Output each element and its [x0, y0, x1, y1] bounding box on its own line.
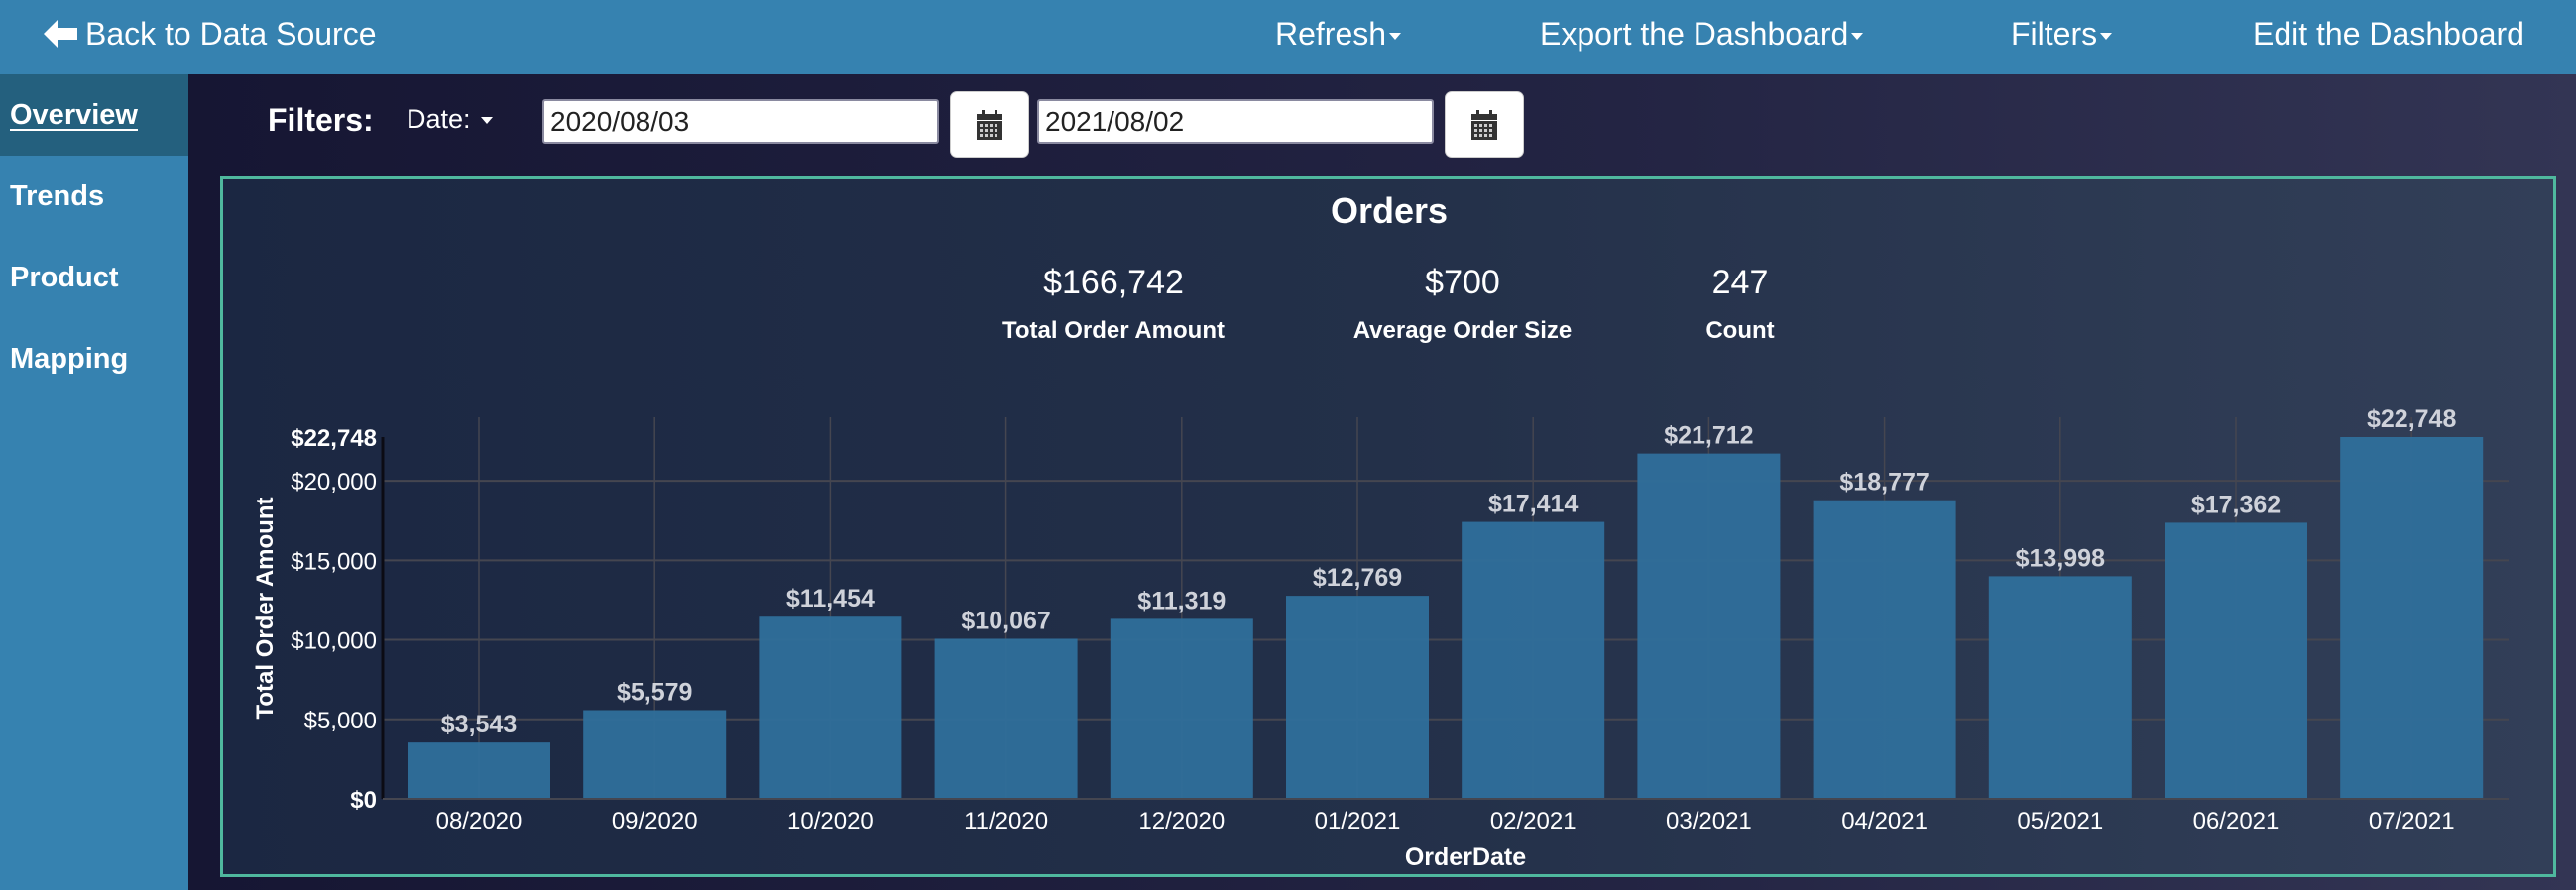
x-tick-label: 10/2020	[787, 808, 874, 834]
bar	[1110, 618, 1253, 799]
bar-value-label: $12,769	[1313, 564, 1402, 592]
export-dashboard-menu[interactable]: Export the Dashboard	[1540, 0, 1864, 74]
kpi-label: Count	[1705, 317, 1774, 344]
calendar-icon	[977, 109, 1002, 140]
end-date-calendar-button[interactable]	[1445, 91, 1524, 158]
x-tick-label: 12/2020	[1138, 808, 1225, 834]
kpi-average-order-size: $700 Average Order Size	[1353, 264, 1573, 344]
export-label: Export the Dashboard	[1540, 16, 1849, 52]
y-tick-label: $0	[350, 787, 377, 814]
x-tick-label: 01/2021	[1315, 808, 1401, 834]
kpi-value: $700	[1425, 264, 1500, 301]
sidebar-item-label: Trends	[10, 180, 105, 212]
caret-down-icon	[2100, 33, 2113, 41]
bar-value-label: $11,454	[786, 585, 875, 612]
bar	[2165, 522, 2307, 799]
back-to-data-source-link[interactable]: Back to Data Source	[44, 0, 376, 74]
arrow-left-icon	[44, 20, 77, 48]
x-tick-label: 08/2020	[436, 808, 523, 834]
caret-down-icon	[1389, 33, 1402, 41]
bar	[2340, 437, 2484, 799]
sidebar: Overview Trends Product Mapping	[0, 74, 188, 890]
bar-value-label: $10,067	[961, 607, 1050, 634]
x-tick-label: 06/2021	[2193, 808, 2280, 834]
bar	[1462, 521, 1605, 799]
sidebar-item-label: Overview	[10, 99, 138, 131]
back-label: Back to Data Source	[85, 16, 377, 52]
edit-label: Edit the Dashboard	[2253, 16, 2524, 52]
bar-value-label: $18,777	[1839, 469, 1929, 497]
filters-menu[interactable]: Filters	[2011, 0, 2113, 74]
y-axis: $0 $5,000 $10,000 $15,000 $20,000 $22,748	[291, 425, 385, 814]
edit-dashboard-link[interactable]: Edit the Dashboard	[2253, 0, 2524, 74]
bar-value-label: $5,579	[617, 678, 692, 706]
bar	[759, 616, 902, 799]
end-date-input[interactable]	[1037, 99, 1434, 144]
sidebar-item-label: Mapping	[10, 343, 129, 375]
bar-value-label: $13,998	[2016, 544, 2105, 572]
bar-value-label: $11,319	[1137, 587, 1226, 614]
bar-value-label: $21,712	[1664, 422, 1753, 450]
x-tick-label: 03/2021	[1666, 808, 1752, 834]
bar-value-label: $17,362	[2191, 491, 2281, 518]
calendar-icon	[1471, 109, 1497, 140]
sidebar-item-overview[interactable]: Overview	[0, 74, 188, 156]
x-tick-label: 07/2021	[2369, 808, 2455, 834]
x-tick-label: 05/2021	[2017, 808, 2103, 834]
bar	[583, 710, 727, 799]
filters-label: Filters:	[268, 102, 374, 138]
bar	[1813, 500, 1956, 799]
kpi-total-order-amount: $166,742 Total Order Amount	[1002, 264, 1225, 344]
filters-menu-label: Filters	[2011, 16, 2098, 52]
main-content: Filters: Date: Orders $166,742 Total Ord…	[188, 74, 2576, 890]
y-tick-label: $5,000	[304, 708, 377, 734]
x-axis: 08/2020 09/2020 10/2020 11/2020 12/2020 01/20…	[383, 798, 2509, 834]
date-filter-dropdown[interactable]: Date:	[407, 104, 494, 135]
start-date-calendar-button[interactable]	[950, 91, 1029, 158]
kpi-value: 247	[1712, 264, 1769, 301]
y-tick-label: $15,000	[291, 548, 377, 575]
bar	[408, 742, 550, 799]
caret-down-icon	[481, 117, 494, 125]
bars	[408, 437, 2484, 799]
x-tick-label: 11/2020	[964, 808, 1048, 834]
chart-title: Orders	[1331, 190, 1448, 231]
x-tick-label: 04/2021	[1841, 808, 1928, 834]
bar	[1988, 576, 2132, 799]
kpi-label: Total Order Amount	[1002, 317, 1225, 344]
top-navigation-bar: Back to Data Source Refresh Export the D…	[0, 0, 2576, 74]
date-dropdown-label: Date:	[407, 104, 471, 134]
data-labels: $3,543 $5,579 $11,454 $10,067 $11,319 $12,769…	[441, 405, 2457, 738]
caret-down-icon	[1851, 33, 1864, 41]
x-tick-label: 02/2021	[1490, 808, 1577, 834]
bar-value-label: $22,748	[2367, 405, 2456, 433]
bar	[1637, 453, 1781, 799]
orders-chart-panel: Orders $166,742 Total Order Amount $700 …	[220, 176, 2556, 877]
refresh-menu[interactable]: Refresh	[1275, 0, 1402, 74]
sidebar-item-label: Product	[10, 262, 119, 293]
kpi-value: $166,742	[1043, 264, 1184, 301]
x-tick-label: 09/2020	[612, 808, 698, 834]
kpi-count: 247 Count	[1705, 264, 1774, 344]
bar-value-label: $3,543	[441, 711, 517, 738]
start-date-input[interactable]	[542, 99, 939, 144]
bar	[1286, 596, 1429, 799]
bar	[934, 638, 1078, 799]
sidebar-item-mapping[interactable]: Mapping	[0, 318, 188, 399]
sidebar-item-trends[interactable]: Trends	[0, 156, 188, 237]
y-axis-title: Total Order Amount	[252, 498, 279, 720]
y-tick-label: $22,748	[291, 425, 377, 452]
refresh-label: Refresh	[1275, 16, 1387, 52]
x-axis-title: OrderDate	[1405, 843, 1526, 871]
y-tick-label: $20,000	[291, 469, 377, 496]
sidebar-item-product[interactable]: Product	[0, 237, 188, 318]
y-tick-label: $10,000	[291, 628, 377, 655]
bar-value-label: $17,414	[1488, 491, 1578, 518]
orders-bar-chart: Orders $166,742 Total Order Amount $700 …	[252, 190, 2509, 871]
kpi-label: Average Order Size	[1353, 317, 1573, 344]
